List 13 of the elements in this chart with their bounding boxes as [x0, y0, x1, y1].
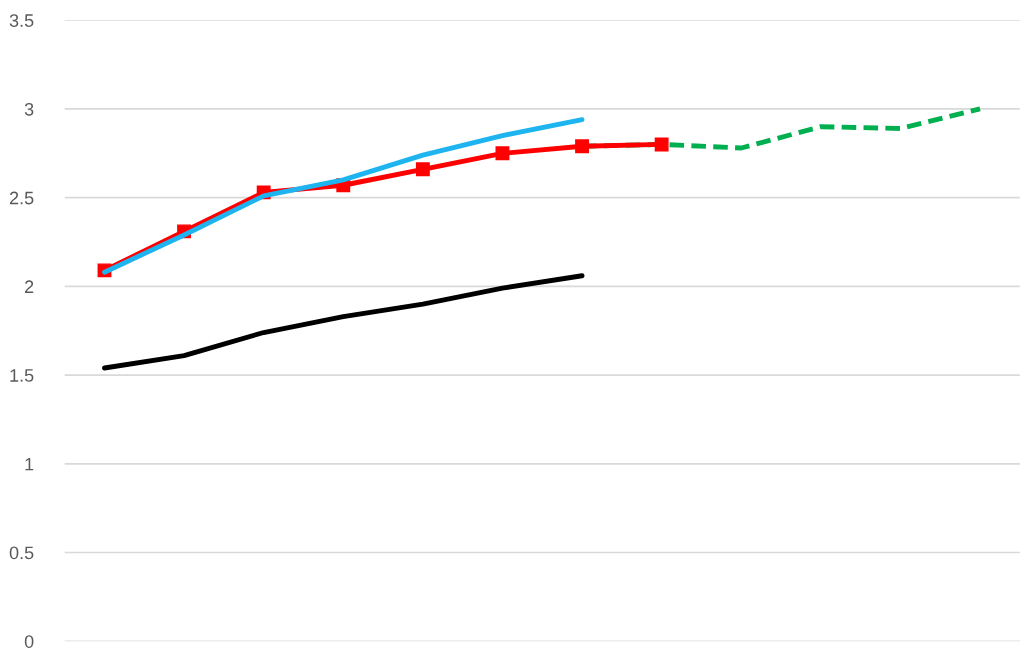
y-tick-label: 0 — [24, 635, 34, 648]
y-tick-label: 3.5 — [9, 14, 34, 27]
point — [575, 139, 589, 154]
y-tick-label: 1 — [25, 457, 34, 471]
y-tick-label: 3 — [24, 102, 34, 116]
y-tick-label: 0.5 — [9, 546, 34, 560]
y-tick-label: 2.5 — [9, 191, 34, 205]
y-tick-label: 1.5 — [10, 369, 34, 382]
point — [415, 162, 430, 177]
point — [495, 146, 510, 161]
y-tick-label: 2 — [25, 280, 34, 293]
point — [654, 137, 669, 152]
line-series — [102, 273, 585, 371]
